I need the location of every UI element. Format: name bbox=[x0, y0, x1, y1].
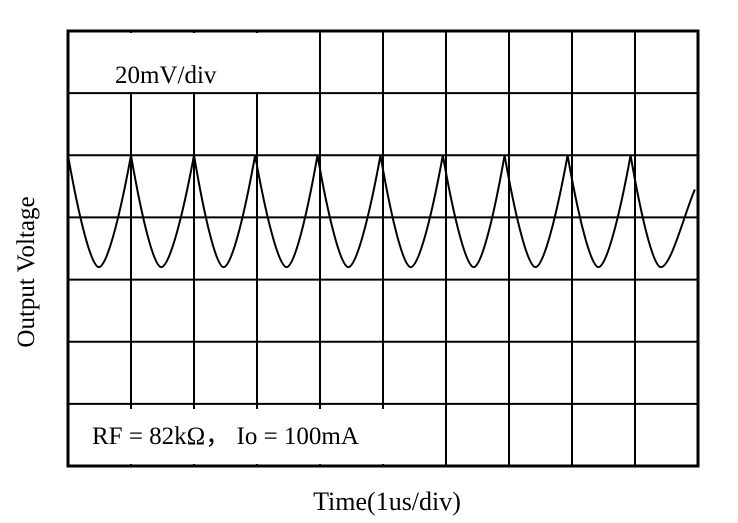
series-line-output-voltage bbox=[67, 155, 696, 269]
plot-frame bbox=[66, 29, 700, 468]
scale-label: 20mV/div bbox=[115, 62, 217, 89]
condition-label-background bbox=[70, 409, 438, 464]
grid bbox=[68, 31, 698, 466]
scale-label-background bbox=[70, 33, 260, 92]
y-axis-label: Output Voltage bbox=[13, 196, 40, 347]
x-axis-label: Time(1us/div) bbox=[313, 487, 461, 516]
condition-label: RF = 82kΩ， Io = 100mA bbox=[92, 423, 359, 450]
